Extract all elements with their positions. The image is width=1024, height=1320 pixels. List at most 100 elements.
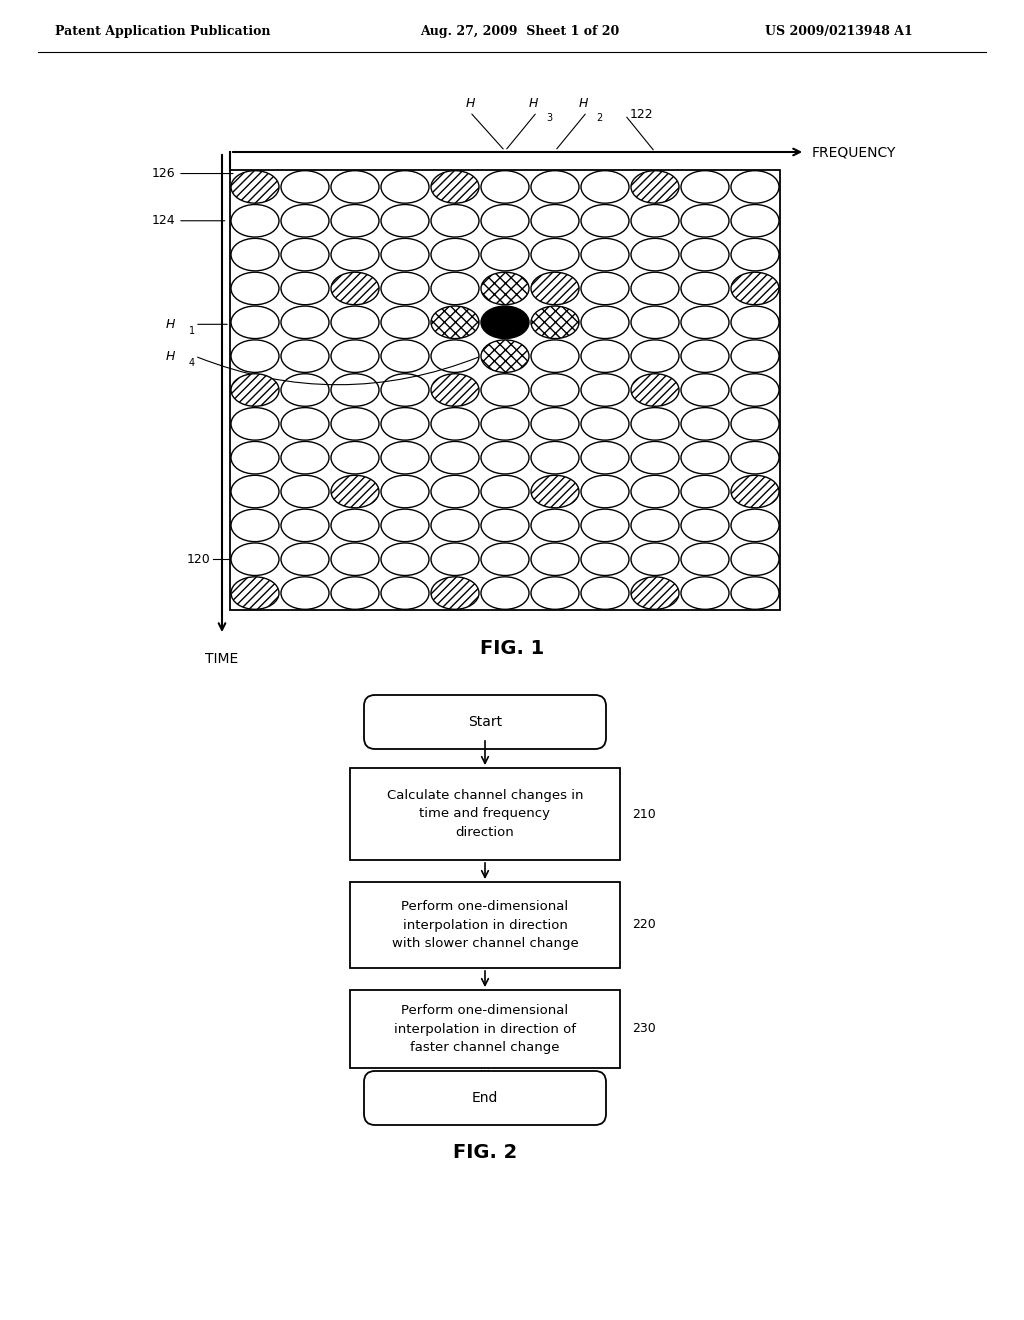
Text: Perform one-dimensional
interpolation in direction
with slower channel change: Perform one-dimensional interpolation in…: [391, 900, 579, 949]
Ellipse shape: [731, 441, 779, 474]
Ellipse shape: [331, 306, 379, 338]
Ellipse shape: [481, 341, 529, 372]
Ellipse shape: [381, 577, 429, 610]
Ellipse shape: [381, 341, 429, 372]
Ellipse shape: [631, 170, 679, 203]
Ellipse shape: [631, 205, 679, 238]
Ellipse shape: [231, 170, 279, 203]
Ellipse shape: [581, 408, 629, 440]
Ellipse shape: [381, 510, 429, 541]
Ellipse shape: [581, 306, 629, 338]
Ellipse shape: [331, 475, 379, 508]
Ellipse shape: [281, 170, 329, 203]
Text: H: H: [166, 350, 175, 363]
Text: 122: 122: [630, 108, 653, 121]
Ellipse shape: [631, 306, 679, 338]
Ellipse shape: [281, 239, 329, 271]
Ellipse shape: [531, 239, 579, 271]
FancyBboxPatch shape: [364, 696, 606, 748]
Ellipse shape: [331, 543, 379, 576]
Ellipse shape: [281, 475, 329, 508]
Ellipse shape: [331, 239, 379, 271]
Ellipse shape: [481, 408, 529, 440]
Ellipse shape: [531, 475, 579, 508]
Ellipse shape: [581, 441, 629, 474]
Ellipse shape: [731, 170, 779, 203]
Ellipse shape: [431, 272, 479, 305]
Ellipse shape: [231, 239, 279, 271]
Ellipse shape: [481, 577, 529, 610]
Ellipse shape: [381, 306, 429, 338]
Ellipse shape: [281, 441, 329, 474]
Text: 124: 124: [152, 214, 175, 227]
Ellipse shape: [731, 341, 779, 372]
Ellipse shape: [631, 341, 679, 372]
Ellipse shape: [731, 475, 779, 508]
Ellipse shape: [731, 272, 779, 305]
Ellipse shape: [231, 374, 279, 407]
Ellipse shape: [681, 306, 729, 338]
Ellipse shape: [481, 543, 529, 576]
Ellipse shape: [231, 341, 279, 372]
Ellipse shape: [431, 543, 479, 576]
Ellipse shape: [431, 510, 479, 541]
Ellipse shape: [531, 510, 579, 541]
FancyBboxPatch shape: [364, 1071, 606, 1125]
Ellipse shape: [581, 475, 629, 508]
Text: H: H: [166, 318, 175, 331]
Ellipse shape: [381, 170, 429, 203]
Ellipse shape: [381, 543, 429, 576]
Text: 220: 220: [632, 919, 655, 932]
Ellipse shape: [381, 475, 429, 508]
Ellipse shape: [581, 205, 629, 238]
Ellipse shape: [481, 272, 529, 305]
Ellipse shape: [631, 577, 679, 610]
Ellipse shape: [731, 577, 779, 610]
Ellipse shape: [481, 510, 529, 541]
Ellipse shape: [281, 543, 329, 576]
Ellipse shape: [631, 239, 679, 271]
Ellipse shape: [581, 341, 629, 372]
Ellipse shape: [581, 239, 629, 271]
Ellipse shape: [481, 239, 529, 271]
Text: 4: 4: [189, 358, 196, 368]
Ellipse shape: [431, 341, 479, 372]
Ellipse shape: [681, 239, 729, 271]
Ellipse shape: [681, 510, 729, 541]
Ellipse shape: [681, 408, 729, 440]
Ellipse shape: [531, 341, 579, 372]
Text: Patent Application Publication: Patent Application Publication: [55, 25, 270, 38]
Ellipse shape: [731, 239, 779, 271]
Ellipse shape: [681, 341, 729, 372]
Ellipse shape: [531, 543, 579, 576]
Bar: [350, 882, 620, 968]
Ellipse shape: [331, 441, 379, 474]
Ellipse shape: [231, 306, 279, 338]
Ellipse shape: [281, 577, 329, 610]
Text: 120: 120: [186, 553, 210, 566]
Ellipse shape: [481, 170, 529, 203]
Text: H: H: [528, 96, 538, 110]
Ellipse shape: [631, 272, 679, 305]
Ellipse shape: [431, 408, 479, 440]
Ellipse shape: [681, 475, 729, 508]
Ellipse shape: [331, 170, 379, 203]
Ellipse shape: [631, 408, 679, 440]
Ellipse shape: [481, 475, 529, 508]
Ellipse shape: [681, 543, 729, 576]
Ellipse shape: [381, 205, 429, 238]
Ellipse shape: [381, 239, 429, 271]
Ellipse shape: [681, 374, 729, 407]
Ellipse shape: [331, 374, 379, 407]
Text: 210: 210: [632, 808, 655, 821]
Ellipse shape: [281, 205, 329, 238]
Ellipse shape: [531, 170, 579, 203]
Ellipse shape: [481, 306, 529, 338]
Text: FIG. 2: FIG. 2: [453, 1143, 517, 1163]
Text: 2: 2: [596, 114, 602, 123]
Ellipse shape: [231, 577, 279, 610]
Ellipse shape: [331, 577, 379, 610]
Ellipse shape: [581, 577, 629, 610]
Ellipse shape: [631, 475, 679, 508]
Ellipse shape: [431, 205, 479, 238]
